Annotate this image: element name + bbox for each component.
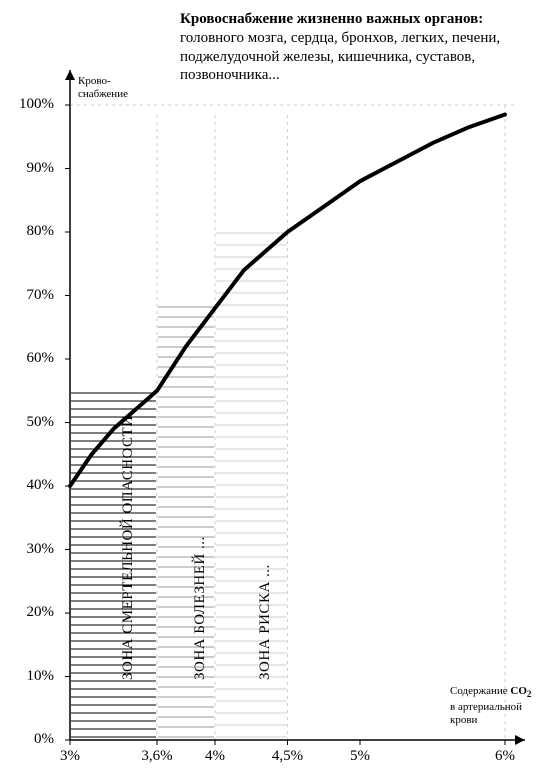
- chart-svg: [0, 0, 550, 778]
- y-tick-label: 30%: [6, 541, 54, 558]
- y-tick-label: 70%: [6, 287, 54, 304]
- x-tick-label: 3,6%: [141, 748, 172, 765]
- zone-label: ЗОНА СМЕРТЕЛЬНОЙ ОПАСНОСТИ: [120, 415, 137, 680]
- y-tick-label: 100%: [6, 96, 54, 113]
- zone-label: ЗОНА БОЛЕЗНЕЙ ...: [192, 536, 209, 680]
- chart-title: Кровоснабжение жизненно важных органов: …: [180, 10, 525, 85]
- y-tick-label: 90%: [6, 160, 54, 177]
- y-tick-label: 50%: [6, 414, 54, 431]
- x-axis-label-line3: крови: [450, 714, 477, 726]
- x-tick-label: 4%: [205, 748, 225, 765]
- zone-label: ЗОНА РИСКА ...: [257, 564, 274, 680]
- x-tick-label: 5%: [350, 748, 370, 765]
- zone-hatch-0: [71, 393, 156, 737]
- title-rest: головного мозга, сердца, бронхов, легких…: [180, 30, 500, 84]
- y-tick-label: 20%: [6, 604, 54, 621]
- y-tick-label: 40%: [6, 477, 54, 494]
- y-tick-label: 0%: [6, 731, 54, 748]
- x-tick-label: 3%: [60, 748, 80, 765]
- zone-hatch-2: [216, 233, 287, 737]
- x-axis-label-line1: Содержание: [450, 685, 508, 697]
- x-axis-label-line2: в артериальной: [450, 701, 522, 713]
- x-axis-label-co2: CO2: [510, 685, 531, 697]
- y-axis-label-text-2: снабжение: [78, 88, 128, 100]
- y-axis-label-text-1: Крово-: [78, 75, 111, 87]
- title-bold: Кровоснабжение жизненно важных органов:: [180, 11, 483, 27]
- y-tick-label: 60%: [6, 350, 54, 367]
- chart-container: Кровоснабжение жизненно важных органов: …: [0, 0, 550, 778]
- x-axis-label: Содержание CO2 в артериальной крови: [450, 685, 545, 728]
- y-tick-label: 80%: [6, 223, 54, 240]
- y-axis-label: Крово- снабжение: [78, 75, 148, 100]
- x-tick-label: 4,5%: [272, 748, 303, 765]
- y-tick-label: 10%: [6, 668, 54, 685]
- x-tick-label: 6%: [495, 748, 515, 765]
